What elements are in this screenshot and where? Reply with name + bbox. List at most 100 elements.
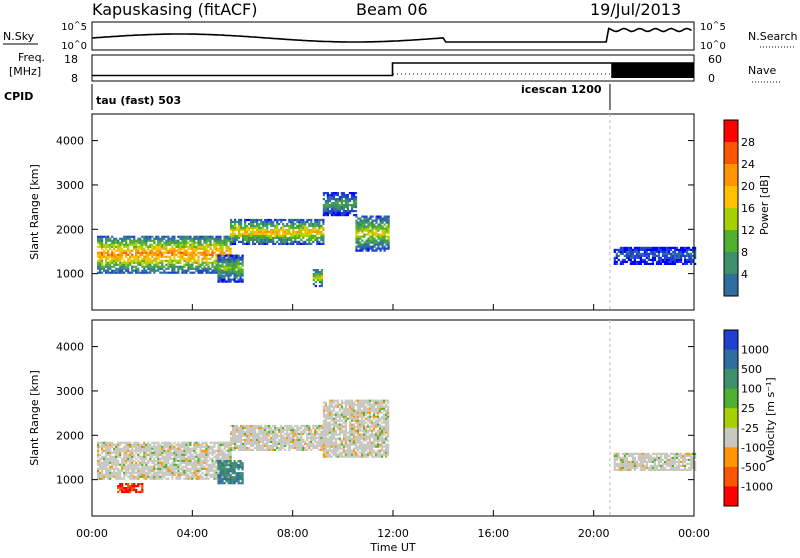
heatmap-cell bbox=[133, 444, 135, 446]
heatmap-cell bbox=[318, 427, 320, 429]
heatmap-cell bbox=[359, 230, 361, 232]
heatmap-cell bbox=[232, 279, 234, 281]
heatmap-cell bbox=[187, 462, 189, 464]
heatmap-cell bbox=[107, 250, 109, 252]
heatmap-cell bbox=[614, 463, 616, 465]
heatmap-cell bbox=[147, 266, 149, 268]
heatmap-cell bbox=[282, 431, 284, 433]
heatmap-cell bbox=[244, 441, 246, 443]
heatmap-cell bbox=[312, 237, 314, 239]
heatmap-cell bbox=[228, 261, 230, 263]
heatmap-cell bbox=[163, 246, 165, 248]
heatmap-cell bbox=[276, 435, 278, 437]
heatmap-cell bbox=[129, 452, 131, 454]
heatmap-cell bbox=[262, 433, 264, 435]
heatmap-cell bbox=[347, 212, 349, 214]
heatmap-cell bbox=[199, 448, 201, 450]
heatmap-cell bbox=[351, 196, 353, 198]
heatmap-cell bbox=[345, 438, 347, 440]
heatmap-cell bbox=[151, 452, 153, 454]
heatmap-cell bbox=[147, 450, 149, 452]
heatmap-cell bbox=[135, 260, 137, 262]
heatmap-cell bbox=[232, 443, 234, 445]
heatmap-cell bbox=[228, 267, 230, 269]
heatmap-cell bbox=[341, 412, 343, 414]
heatmap-cell bbox=[217, 281, 219, 283]
heatmap-cell bbox=[149, 460, 151, 462]
heatmap-cell bbox=[157, 268, 159, 270]
heatmap-cell bbox=[213, 474, 215, 476]
heatmap-cell bbox=[199, 240, 201, 242]
heatmap-cell bbox=[181, 458, 183, 460]
heatmap-cell bbox=[339, 432, 341, 434]
heatmap-cell bbox=[179, 452, 181, 454]
heatmap-cell bbox=[173, 464, 175, 466]
heatmap-cell bbox=[127, 448, 129, 450]
heatmap-cell bbox=[248, 233, 250, 235]
heatmap-cell bbox=[115, 444, 117, 446]
heatmap-cell bbox=[161, 466, 163, 468]
heatmap-cell bbox=[339, 428, 341, 430]
heatmap-cell bbox=[228, 248, 230, 250]
heatmap-cell bbox=[173, 462, 175, 464]
heatmap-cell bbox=[630, 257, 632, 259]
heatmap-cell bbox=[183, 236, 185, 238]
heatmap-cell bbox=[369, 410, 371, 412]
heatmap-cell bbox=[215, 450, 217, 452]
heatmap-cell bbox=[101, 468, 103, 470]
heatmap-cell bbox=[141, 262, 143, 264]
heatmap-cell bbox=[179, 450, 181, 452]
heatmap-cell bbox=[387, 432, 389, 434]
heatmap-cell bbox=[254, 431, 256, 433]
heatmap-cell bbox=[171, 468, 173, 470]
heatmap-cell bbox=[228, 450, 230, 452]
heatmap-cell bbox=[367, 238, 369, 240]
heatmap-cell bbox=[282, 225, 284, 227]
heatmap-cell bbox=[292, 237, 294, 239]
heatmap-cell bbox=[268, 223, 270, 225]
heatmap-cell bbox=[125, 468, 127, 470]
heatmap-cell bbox=[367, 426, 369, 428]
heatmap-cell bbox=[388, 220, 390, 222]
heatmap-cell bbox=[620, 469, 622, 471]
heatmap-cell bbox=[109, 448, 111, 450]
heatmap-cell bbox=[361, 404, 363, 406]
heatmap-cell bbox=[320, 239, 322, 241]
heatmap-cell bbox=[135, 442, 137, 444]
heatmap-cell bbox=[377, 430, 379, 432]
heatmap-cell bbox=[123, 442, 125, 444]
heatmap-cell bbox=[230, 250, 232, 252]
heatmap-cell bbox=[367, 220, 369, 222]
heatmap-cell bbox=[690, 253, 692, 255]
heatmap-cell bbox=[256, 433, 258, 435]
heatmap-cell bbox=[316, 441, 318, 443]
heatmap-cell bbox=[133, 442, 135, 444]
heatmap-cell bbox=[369, 416, 371, 418]
heatmap-cell bbox=[371, 228, 373, 230]
heatmap-cell bbox=[329, 402, 331, 404]
heatmap-cell bbox=[306, 219, 308, 221]
heatmap-cell bbox=[127, 472, 129, 474]
heatmap-cell bbox=[317, 273, 319, 275]
heatmap-cell bbox=[149, 476, 151, 478]
heatmap-cell bbox=[228, 470, 230, 472]
heatmap-cell bbox=[131, 460, 133, 462]
heatmap-cell bbox=[363, 446, 365, 448]
heatmap-cell bbox=[195, 474, 197, 476]
heatmap-cell bbox=[209, 458, 211, 460]
heatmap-cell bbox=[250, 221, 252, 223]
heatmap-cell bbox=[207, 466, 209, 468]
heatmap-cell bbox=[185, 270, 187, 272]
heatmap-cell bbox=[272, 431, 274, 433]
heatmap-cell bbox=[219, 446, 221, 448]
heatmap-cell bbox=[353, 438, 355, 440]
heatmap-cell bbox=[101, 242, 103, 244]
heatmap-cell bbox=[199, 464, 201, 466]
heatmap-cell bbox=[209, 470, 211, 472]
heatmap-cell bbox=[242, 445, 244, 447]
heatmap-cell bbox=[318, 241, 320, 243]
heatmap-cell bbox=[137, 272, 139, 274]
heatmap-cell bbox=[105, 468, 107, 470]
heatmap-cell bbox=[111, 270, 113, 272]
heatmap-cell bbox=[670, 261, 672, 263]
